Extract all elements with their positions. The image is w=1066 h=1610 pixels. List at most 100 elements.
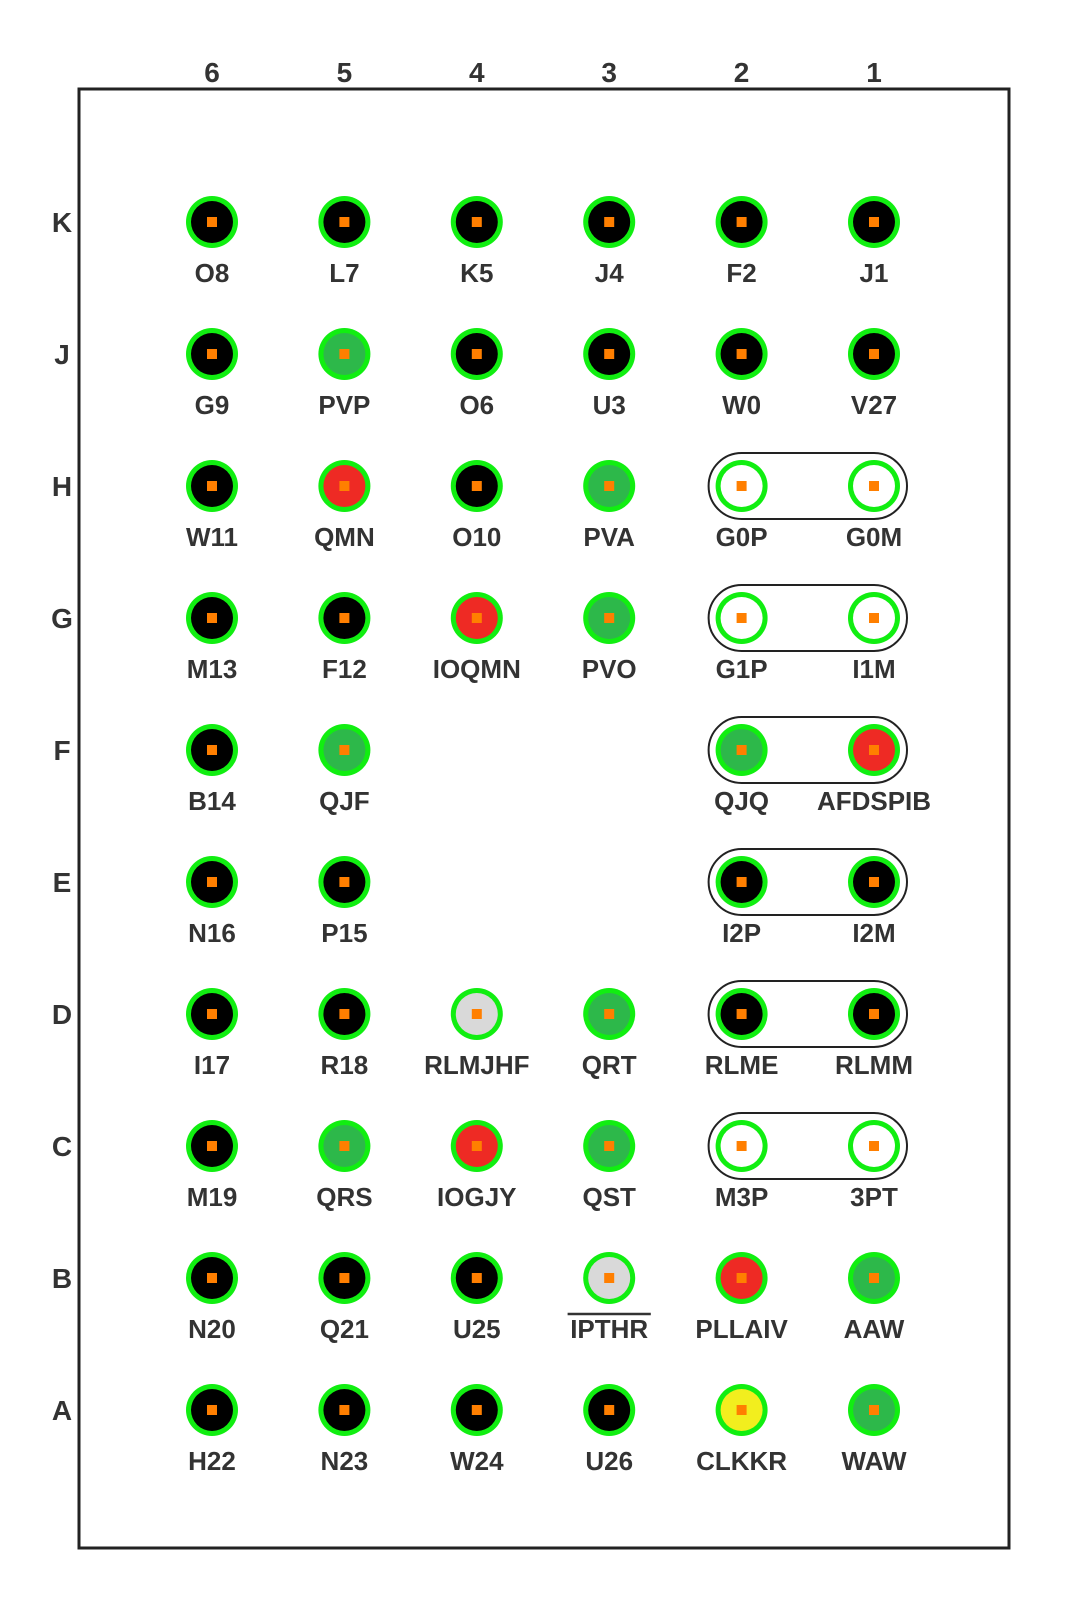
pin-label: K5 bbox=[460, 258, 493, 288]
pin-label: QMN bbox=[314, 522, 375, 552]
column-header-1: 1 bbox=[866, 57, 882, 88]
pin-center-marker bbox=[736, 1141, 747, 1151]
pin-center-marker bbox=[869, 1273, 879, 1283]
board-outline bbox=[77, 87, 1011, 1550]
pin-center-marker bbox=[207, 1405, 217, 1415]
pin-center-marker bbox=[869, 349, 879, 359]
pin-D5: R18 bbox=[318, 988, 371, 1080]
pin-label: B14 bbox=[188, 786, 236, 816]
column-header-3: 3 bbox=[601, 57, 617, 88]
pin-label: PVP bbox=[318, 390, 370, 420]
pin-A5: N23 bbox=[318, 1384, 371, 1476]
pin-label: IPTHR bbox=[570, 1314, 648, 1344]
pin-label: AFDSPIB bbox=[817, 786, 931, 816]
pin-center-marker bbox=[207, 481, 217, 491]
row-header-C: C bbox=[52, 1131, 72, 1162]
pin-label: RLMJHF bbox=[424, 1050, 529, 1080]
pin-H3: PVA bbox=[583, 460, 636, 552]
row-header-G: G bbox=[51, 603, 73, 634]
pin-E2: I2P bbox=[715, 856, 768, 948]
pin-G6: M13 bbox=[186, 592, 238, 684]
pin-D3: QRT bbox=[582, 988, 637, 1080]
row-header-K: K bbox=[52, 207, 72, 238]
pin-label: WAW bbox=[842, 1446, 907, 1476]
pin-center-marker bbox=[207, 217, 217, 227]
pin-F6: B14 bbox=[186, 724, 238, 816]
pin-H4: O10 bbox=[450, 460, 503, 552]
pin-label: N20 bbox=[188, 1314, 236, 1344]
pin-center-marker bbox=[604, 613, 615, 623]
pin-D2: RLME bbox=[705, 988, 779, 1080]
pin-C5: QRS bbox=[316, 1120, 373, 1212]
pin-label: J4 bbox=[595, 258, 624, 288]
pin-label: H22 bbox=[188, 1446, 236, 1476]
pin-center-marker bbox=[207, 1141, 217, 1151]
pin-label: R18 bbox=[321, 1050, 369, 1080]
pin-E6: N16 bbox=[186, 856, 238, 948]
pin-C3: QST bbox=[582, 1120, 636, 1212]
pin-J3: U3 bbox=[583, 328, 636, 420]
pin-label: RLME bbox=[705, 1050, 779, 1080]
pin-center-marker bbox=[736, 349, 747, 359]
pin-center-marker bbox=[471, 1273, 482, 1283]
pin-center-marker bbox=[471, 1009, 482, 1019]
pin-label: M19 bbox=[187, 1182, 238, 1212]
pin-label: V27 bbox=[851, 390, 897, 420]
pin-F1: AFDSPIB bbox=[817, 724, 931, 816]
pin-label: CLKKR bbox=[696, 1446, 787, 1476]
pin-label: QST bbox=[582, 1182, 636, 1212]
pin-K5: L7 bbox=[318, 196, 371, 288]
pin-label: P15 bbox=[321, 918, 367, 948]
pin-center-marker bbox=[471, 1405, 482, 1415]
pin-label: W24 bbox=[450, 1446, 504, 1476]
pin-center-marker bbox=[207, 1009, 217, 1019]
pin-D1: RLMM bbox=[835, 988, 913, 1080]
pin-center-marker bbox=[869, 1141, 879, 1151]
pin-label: QJF bbox=[319, 786, 370, 816]
pin-center-marker bbox=[869, 1405, 879, 1415]
pin-center-marker bbox=[207, 745, 217, 755]
column-header-6: 6 bbox=[204, 57, 220, 88]
pin-label: I2P bbox=[722, 918, 761, 948]
pin-center-marker bbox=[869, 1009, 879, 1019]
pin-center-marker bbox=[339, 1405, 350, 1415]
pair-groups bbox=[707, 452, 908, 1180]
pin-J2: W0 bbox=[715, 328, 768, 420]
pin-K2: F2 bbox=[715, 196, 768, 288]
pin-center-marker bbox=[604, 1009, 615, 1019]
pin-D4: RLMJHF bbox=[424, 988, 530, 1080]
pin-K3: J4 bbox=[583, 196, 636, 288]
pin-label: M13 bbox=[187, 654, 238, 684]
pin-label: QRS bbox=[316, 1182, 372, 1212]
pin-label: QJQ bbox=[714, 786, 769, 816]
pin-center-marker bbox=[339, 613, 350, 623]
pin-C6: M19 bbox=[186, 1120, 238, 1212]
pin-label: I2M bbox=[852, 918, 895, 948]
pins: O8 L7 K5 J4 F2 J1 G9 PVP O6 U3 W0 V27 W11 QMN O10 PVA G0… bbox=[186, 196, 931, 1476]
pin-center-marker bbox=[736, 1273, 747, 1283]
pin-H5: QMN bbox=[314, 460, 375, 552]
pin-H6: W11 bbox=[186, 460, 238, 552]
pin-B2: PLLAIV bbox=[695, 1252, 788, 1344]
pin-label: W0 bbox=[722, 390, 761, 420]
pin-J4: O6 bbox=[450, 328, 503, 420]
pin-center-marker bbox=[339, 877, 350, 887]
pin-H1: G0M bbox=[846, 460, 902, 552]
column-header-5: 5 bbox=[337, 57, 353, 88]
pin-A6: H22 bbox=[186, 1384, 238, 1476]
row-header-F: F bbox=[53, 735, 70, 766]
pin-D6: I17 bbox=[186, 988, 238, 1080]
pin-center-marker bbox=[339, 1273, 350, 1283]
pin-center-marker bbox=[471, 349, 482, 359]
pin-center-marker bbox=[207, 1273, 217, 1283]
pin-G1: I1M bbox=[848, 592, 900, 684]
pin-A4: W24 bbox=[450, 1384, 504, 1476]
pin-center-marker bbox=[471, 1141, 482, 1151]
pin-center-marker bbox=[869, 217, 879, 227]
pin-F5: QJF bbox=[318, 724, 371, 816]
pin-label: N16 bbox=[188, 918, 236, 948]
pin-center-marker bbox=[339, 481, 350, 491]
pin-center-marker bbox=[736, 217, 747, 227]
pin-center-marker bbox=[869, 877, 879, 887]
